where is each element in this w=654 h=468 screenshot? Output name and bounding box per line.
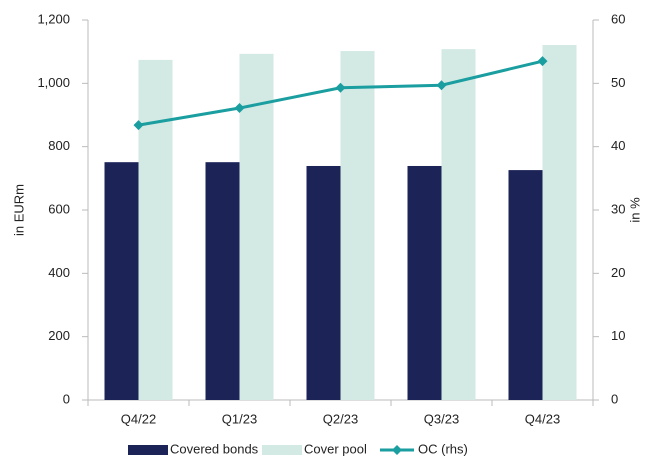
y2-tick-label: 40 [611, 138, 625, 153]
y-tick-label: 400 [48, 265, 70, 280]
bar [104, 162, 139, 400]
bar [138, 59, 173, 401]
legend-label: Covered bonds [170, 441, 259, 456]
bar [441, 49, 476, 401]
y2-tick-label: 60 [611, 11, 625, 26]
y2-tick-label: 10 [611, 328, 625, 343]
legend-swatch [128, 445, 168, 455]
bar [542, 45, 577, 401]
y-tick-label: 0 [63, 391, 70, 406]
marker [133, 120, 144, 131]
marker [335, 82, 346, 93]
y2-tick-label: 20 [611, 265, 625, 280]
legend-marker [392, 445, 402, 455]
y-tick-label: 600 [48, 201, 70, 216]
y-tick-label: 1,200 [37, 11, 70, 26]
legend-swatch [262, 445, 302, 455]
marker [234, 103, 245, 114]
bar [508, 170, 543, 400]
y-tick-label: 800 [48, 138, 70, 153]
x-tick-label: Q4/22 [121, 411, 156, 426]
bar [239, 53, 274, 401]
y2-tick-label: 0 [611, 391, 618, 406]
y2-axis-label: in % [627, 197, 642, 223]
legend-label: OC (rhs) [418, 441, 468, 456]
x-tick-label: Q4/23 [525, 411, 560, 426]
bar [205, 162, 240, 400]
x-tick-label: Q3/23 [424, 411, 459, 426]
bar [340, 51, 375, 401]
y2-tick-label: 30 [611, 201, 625, 216]
legend-label: Cover pool [304, 441, 367, 456]
marker [436, 80, 447, 91]
y-tick-label: 1,000 [37, 75, 70, 90]
x-tick-label: Q2/23 [323, 411, 358, 426]
y2-tick-label: 50 [611, 75, 625, 90]
bar [306, 165, 341, 400]
bar [407, 165, 442, 400]
marker [537, 56, 548, 67]
y-axis-label: in EURm [11, 184, 26, 236]
y-tick-label: 200 [48, 328, 70, 343]
x-tick-label: Q1/23 [222, 411, 257, 426]
